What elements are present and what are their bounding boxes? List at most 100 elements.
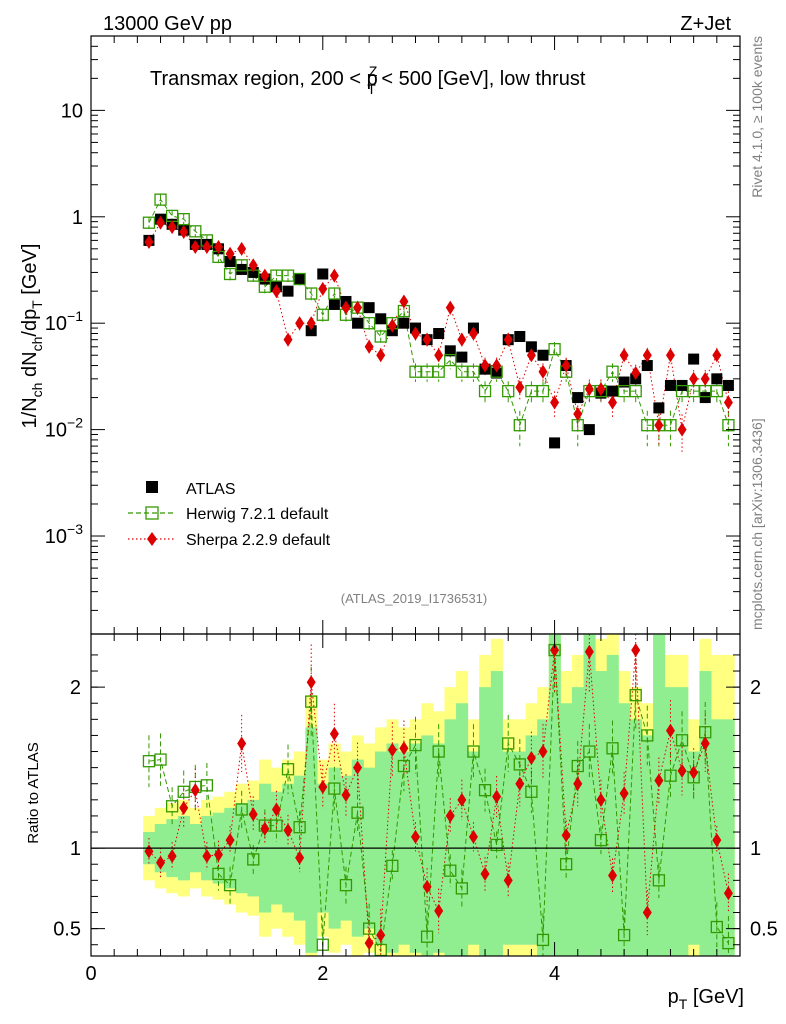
main-atlas-point: [537, 349, 549, 361]
ratio-herwig-point: [154, 753, 167, 766]
ratio-sherpa-point: [283, 823, 293, 838]
main-sherpa-point: [271, 284, 281, 299]
ratio-stat-uncertainty-band: [525, 735, 538, 945]
main-herwig-point: [629, 384, 642, 398]
ratio-sherpa-point: [445, 808, 455, 823]
main-herwig-point: [362, 317, 376, 330]
ratio-sherpa-point: [295, 850, 305, 865]
main-herwig-point: [664, 419, 677, 432]
ratio-sherpa-point: [399, 741, 409, 756]
main-sherpa-point: [468, 326, 478, 341]
main-sherpa-point: [596, 382, 606, 397]
ratio-sherpa-point: [712, 833, 722, 848]
main-herwig-point: [177, 213, 190, 226]
ratio-sherpa-point: [665, 723, 675, 738]
main-y-axis-label: 1/Nch dNch/dpT [GeV]: [19, 244, 45, 429]
main-herwig-point: [374, 330, 387, 343]
ratio-sherpa-point: [457, 792, 467, 807]
ratio-herwig-point: [281, 763, 295, 776]
ratio-sherpa-point: [596, 792, 606, 807]
main-herwig-point: [316, 308, 329, 321]
ratio-y-axis-label: Ratio to ATLAS: [25, 742, 42, 843]
main-y-tick-label: 10: [61, 100, 83, 122]
main-herwig-point: [502, 384, 515, 398]
main-atlas-point: [525, 341, 537, 353]
ratio-sherpa-point: [608, 868, 618, 883]
main-atlas-point: [514, 330, 526, 342]
ratio-herwig-point: [490, 838, 503, 852]
ratio-sherpa-point: [526, 750, 536, 765]
ratio-sherpa-point: [341, 788, 351, 802]
ratio-herwig-point: [594, 833, 608, 847]
ratio-herwig-point: [710, 920, 723, 934]
ratio-herwig-point: [455, 882, 469, 895]
ratio-herwig-point: [270, 819, 283, 832]
main-sherpa-point: [156, 215, 166, 230]
ratio-herwig-point: [606, 742, 619, 755]
main-atlas-point: [456, 351, 468, 363]
ratio-sherpa-point: [515, 776, 525, 791]
main-sherpa-point: [353, 300, 363, 315]
main-atlas-point: [641, 360, 653, 372]
legend: ATLAS Herwig 7.2.1 default Sherpa 2.2.9 …: [128, 481, 331, 549]
ratio-herwig-point: [513, 758, 526, 771]
ratio-herwig-point: [432, 745, 445, 758]
ratio-sherpa-point: [387, 742, 397, 757]
ratio-stat-uncertainty-band: [456, 703, 469, 956]
ratio-sherpa-point: [306, 675, 316, 690]
main-herwig-point: [467, 365, 480, 378]
ratio-herwig-point: [722, 936, 735, 950]
main-herwig-point: [606, 365, 619, 378]
main-sherpa-point: [526, 348, 536, 363]
main-herwig-point: [536, 384, 550, 398]
main-atlas-point: [491, 367, 503, 379]
ratio-sherpa-point: [434, 903, 444, 918]
ratio-herwig-point: [223, 879, 237, 892]
ratio-stat-uncertainty-band: [653, 634, 666, 956]
main-sherpa-point: [492, 358, 502, 373]
ratio-sherpa-point: [179, 800, 189, 815]
main-atlas-point: [572, 392, 584, 404]
analysis-label: (ATLAS_2019_I1736531): [341, 591, 487, 606]
ratio-sherpa-point: [353, 760, 363, 775]
ratio-herwig-point: [664, 769, 677, 782]
main-atlas-point: [224, 256, 236, 268]
main-sherpa-point: [457, 332, 467, 347]
main-sherpa-point: [225, 246, 235, 261]
main-sherpa-point: [654, 418, 664, 433]
process-label: Z+Jet: [680, 13, 731, 35]
legend-sherpa-marker: [147, 532, 157, 546]
ratio-stat-uncertainty-band: [606, 654, 619, 956]
main-atlas-point: [317, 268, 329, 280]
ratio-herwig-point: [386, 859, 399, 872]
main-sherpa-point: [179, 224, 189, 239]
ratio-y-tick-label-right: 2: [750, 677, 761, 699]
ratio-sherpa-point: [376, 928, 386, 943]
main-herwig-point: [189, 225, 202, 238]
main-atlas-point: [664, 379, 676, 391]
ratio-stat-uncertainty-band: [479, 687, 492, 956]
main-atlas-point: [433, 328, 445, 340]
main-atlas-point: [711, 373, 723, 385]
main-sherpa-point: [723, 395, 733, 410]
ratio-herwig-point: [420, 930, 434, 943]
ratio-sherpa-point: [190, 783, 200, 798]
ratio-y-tick-label: 1: [70, 838, 81, 860]
main-atlas-point: [653, 402, 665, 414]
ratio-herwig-point: [362, 922, 376, 935]
ratio-y-tick-label: 0.5: [53, 919, 81, 941]
legend-atlas-label: ATLAS: [186, 481, 236, 498]
main-sherpa-point: [642, 348, 652, 363]
ratio-stat-uncertainty-band: [571, 687, 585, 956]
main-atlas-point: [583, 424, 595, 436]
main-herwig-point: [235, 259, 248, 272]
main-sherpa-point: [573, 407, 583, 422]
main-atlas-point: [699, 392, 711, 404]
main-atlas-point: [236, 263, 248, 275]
ratio-sherpa-point: [213, 847, 223, 862]
ratio-herwig-point: [409, 738, 422, 752]
ratio-herwig-point: [502, 737, 515, 750]
ratio-sherpa-point: [271, 802, 281, 817]
main-atlas-point: [294, 273, 306, 285]
